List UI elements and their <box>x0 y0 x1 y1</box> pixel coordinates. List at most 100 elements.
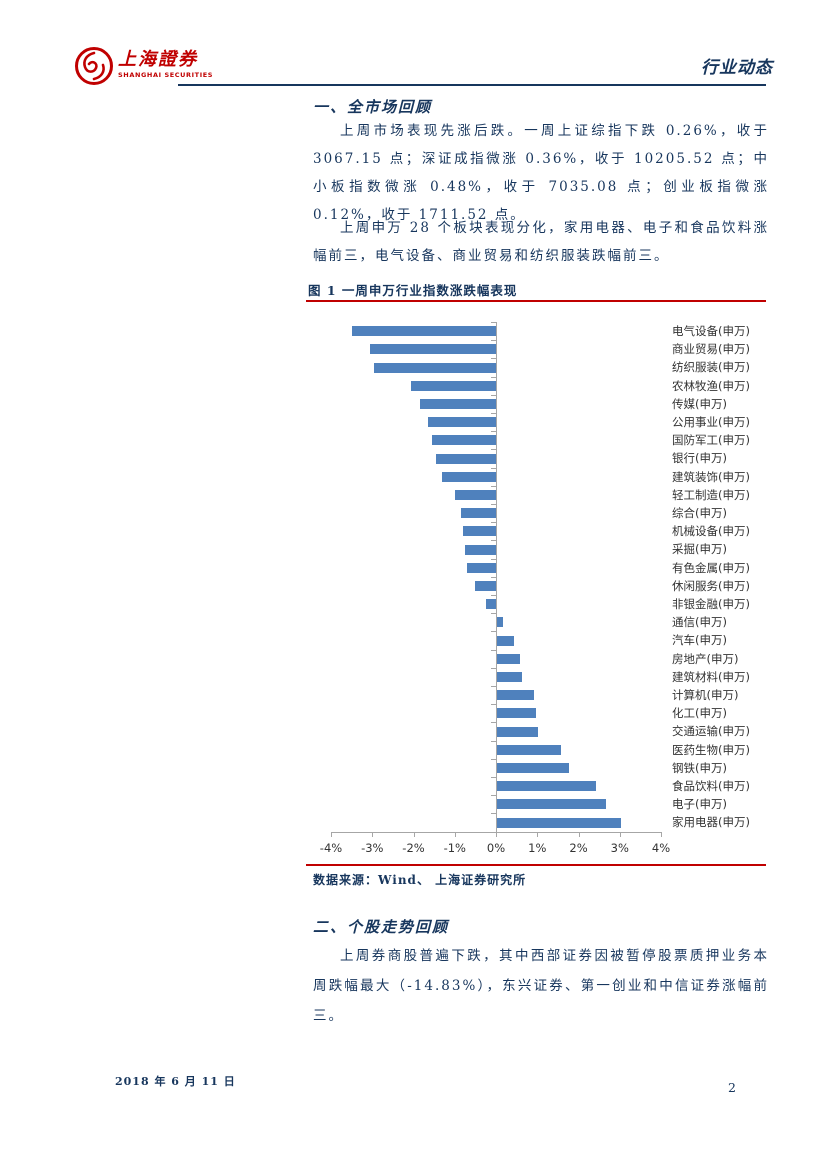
chart-bar <box>497 653 520 664</box>
chart-category-label: 电子(申万) <box>672 797 727 812</box>
chart-bar <box>463 526 496 537</box>
chart-bar <box>497 817 621 828</box>
chart-category-label: 银行(申万) <box>672 451 727 466</box>
chart-bar <box>497 671 522 682</box>
logo-chinese-name: 上海證券 <box>118 49 198 70</box>
chart-bar <box>460 508 496 519</box>
chart-category-label: 建筑装饰(申万) <box>672 469 750 484</box>
chart-category-label: 家用电器(申万) <box>672 815 750 830</box>
report-type-label: 行业动态 <box>701 58 773 78</box>
chart-bar <box>497 690 535 701</box>
section1-paragraph1: 上周市场表现先涨后跌。一周上证综指下跌 0.26%，收于 3067.15 点；深… <box>313 123 769 223</box>
category-axis-tick <box>491 540 497 542</box>
chart-bar <box>411 380 496 391</box>
chart-category-label: 医药生物(申万) <box>672 742 750 757</box>
x-axis-tick-label: -2% <box>402 841 425 855</box>
category-axis-tick <box>491 831 497 833</box>
category-axis-tick <box>491 376 497 378</box>
chart-category-label: 食品饮料(申万) <box>672 779 750 793</box>
x-axis-tick-label: -1% <box>443 841 466 855</box>
chart-category-label: 交通运输(申万) <box>672 724 750 739</box>
x-axis-tick <box>454 832 456 837</box>
category-axis-tick <box>491 467 497 469</box>
chart-bar <box>427 417 496 428</box>
chart-category-label: 国防军工(申万) <box>672 433 750 448</box>
industry-returns-bar-chart: 电气设备(申万) 商业贸易(申万) 纺织服装(申万) 农林牧渔(申万) 传媒(申万) 公用… <box>306 313 776 861</box>
chart-bar <box>454 489 497 500</box>
chart-bar <box>419 398 496 409</box>
chart-category-label: 传媒(申万) <box>672 396 727 411</box>
figure-source: 数据来源：Wind、 上海证券研究所 <box>313 873 527 887</box>
chart-bar <box>497 762 570 773</box>
chart-bar <box>475 580 496 591</box>
chart-bar <box>467 562 496 573</box>
chart-category-label: 通信(申万) <box>672 615 727 630</box>
category-axis-tick <box>491 394 497 396</box>
chart-bar <box>497 726 539 737</box>
chart-bar <box>497 617 504 628</box>
x-axis-tick-label: -4% <box>319 841 343 855</box>
category-axis-tick <box>491 813 497 815</box>
category-axis-tick <box>491 522 497 524</box>
category-axis-tick <box>491 686 497 687</box>
x-axis-tick <box>372 832 374 837</box>
chart-category-label: 钢铁(申万) <box>672 760 727 775</box>
page-number: 2 <box>728 1080 736 1095</box>
section2-heading: 二、个股走势回顾 <box>313 918 450 936</box>
x-axis-tick <box>619 832 621 837</box>
x-axis-tick-label: 1% <box>528 841 547 855</box>
shanghai-securities-emblem-icon <box>75 47 113 85</box>
chart-bar <box>497 635 514 646</box>
category-axis-tick <box>491 431 497 433</box>
x-axis-tick <box>537 832 539 837</box>
chart-bar <box>351 326 496 337</box>
chart-category-label: 电气设备(申万) <box>672 324 750 338</box>
chart-category-label: 房地产(申万) <box>672 651 739 666</box>
chart-bar <box>436 453 496 464</box>
chart-bar <box>497 708 537 719</box>
category-axis-tick <box>491 485 497 487</box>
chart-category-label: 采掘(申万) <box>672 542 727 557</box>
category-axis-tick <box>491 704 497 706</box>
chart-bar <box>497 744 561 755</box>
chart-bar <box>497 799 607 810</box>
x-axis-tick <box>661 832 662 837</box>
x-axis-tick <box>413 832 415 837</box>
x-axis-tick-label: 4% <box>651 841 671 855</box>
category-axis-tick <box>491 758 497 760</box>
category-axis-tick <box>491 795 497 797</box>
x-axis-tick-label: -3% <box>361 841 384 855</box>
category-axis-tick <box>491 449 497 451</box>
x-axis-tick-label: 2% <box>569 841 588 855</box>
figure-title-rule <box>306 300 766 302</box>
chart-category-label: 纺织服装(申万) <box>672 360 750 375</box>
category-axis-tick <box>491 722 497 724</box>
x-axis-tick-label: 0% <box>486 841 506 855</box>
category-axis-tick <box>491 340 497 342</box>
chart-bar <box>485 599 496 610</box>
chart-category-label: 农林牧渔(申万) <box>672 378 750 393</box>
chart-category-label: 化工(申万) <box>672 706 727 721</box>
chart-bar <box>374 362 496 373</box>
chart-category-label: 非银金融(申万) <box>672 597 750 611</box>
category-axis-tick <box>491 576 497 578</box>
header-logo: 上海證券 SHANGHAI SECURITIES <box>74 46 213 86</box>
x-axis-tick-label: 3% <box>610 841 629 855</box>
x-axis-tick <box>331 832 332 837</box>
footer-date: 2018 年 6 月 11 日 <box>115 1075 236 1088</box>
logo-text: 上海證券 SHANGHAI SECURITIES <box>118 49 213 79</box>
category-axis-tick <box>491 358 497 360</box>
category-axis-tick <box>491 558 497 560</box>
figure-source-rule <box>306 864 766 866</box>
chart-bar <box>370 344 496 355</box>
figure-title: 图 1 一周申万行业指数涨跌幅表现 <box>308 283 518 298</box>
category-axis-tick <box>491 740 497 742</box>
chart-bar <box>465 544 496 555</box>
x-axis-tick <box>496 832 497 837</box>
chart-category-label: 计算机(申万) <box>672 688 739 702</box>
category-axis-tick <box>491 631 497 633</box>
category-axis-tick <box>491 595 497 596</box>
logo-english-name: SHANGHAI SECURITIES <box>118 71 214 79</box>
category-axis-tick <box>491 613 497 615</box>
chart-category-label: 商业贸易(申万) <box>672 342 750 357</box>
